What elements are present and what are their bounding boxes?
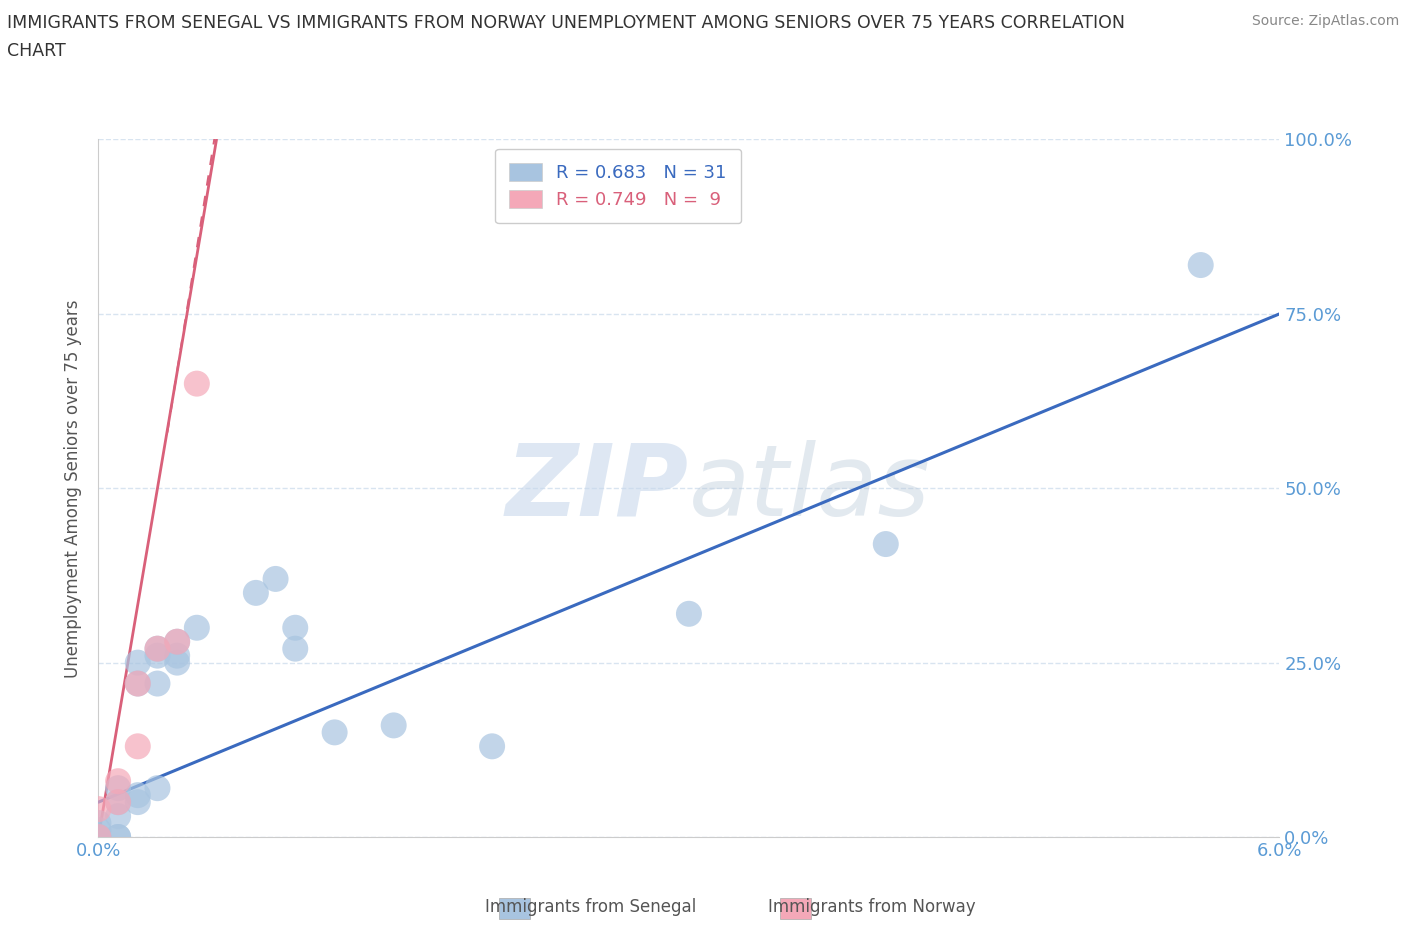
Text: Source: ZipAtlas.com: Source: ZipAtlas.com [1251, 14, 1399, 28]
Point [1189, 258, 1212, 272]
Point [87, 830, 110, 844]
Point [107, 830, 129, 844]
Text: IMMIGRANTS FROM SENEGAL VS IMMIGRANTS FROM NORWAY UNEMPLOYMENT AMONG SENIORS OVE: IMMIGRANTS FROM SENEGAL VS IMMIGRANTS FR… [7, 14, 1125, 32]
Point [146, 676, 169, 691]
Point [127, 676, 149, 691]
Point [166, 634, 188, 649]
Point [382, 718, 405, 733]
Point [146, 642, 169, 657]
Point [245, 586, 267, 601]
Y-axis label: Unemployment Among Seniors over 75 years: Unemployment Among Seniors over 75 years [65, 299, 83, 677]
Point [146, 648, 169, 663]
Point [107, 774, 129, 789]
Point [146, 781, 169, 796]
Point [87, 830, 110, 844]
Point [87, 816, 110, 830]
Point [87, 802, 110, 817]
Point [166, 634, 188, 649]
Text: atlas: atlas [689, 440, 931, 537]
Point [87, 830, 110, 844]
Point [186, 620, 208, 635]
Point [264, 571, 287, 587]
Point [107, 794, 129, 809]
Point [127, 656, 149, 671]
Point [107, 781, 129, 796]
Point [166, 648, 188, 663]
Point [127, 794, 149, 809]
Text: Immigrants from Norway: Immigrants from Norway [768, 897, 976, 916]
Point [107, 794, 129, 809]
Point [127, 676, 149, 691]
Point [284, 620, 307, 635]
Point [678, 606, 700, 621]
Point [186, 376, 208, 391]
Text: ZIP: ZIP [506, 440, 689, 537]
Point [107, 830, 129, 844]
Point [875, 537, 897, 551]
Text: Immigrants from Senegal: Immigrants from Senegal [485, 897, 696, 916]
Legend: R = 0.683   N = 31, R = 0.749   N =  9: R = 0.683 N = 31, R = 0.749 N = 9 [495, 149, 741, 223]
Point [284, 642, 307, 657]
Point [323, 725, 346, 740]
Point [87, 823, 110, 838]
Point [481, 738, 503, 753]
Point [107, 809, 129, 824]
Point [127, 788, 149, 803]
Point [127, 738, 149, 753]
Point [146, 642, 169, 657]
Text: CHART: CHART [7, 42, 66, 60]
Point [166, 656, 188, 671]
